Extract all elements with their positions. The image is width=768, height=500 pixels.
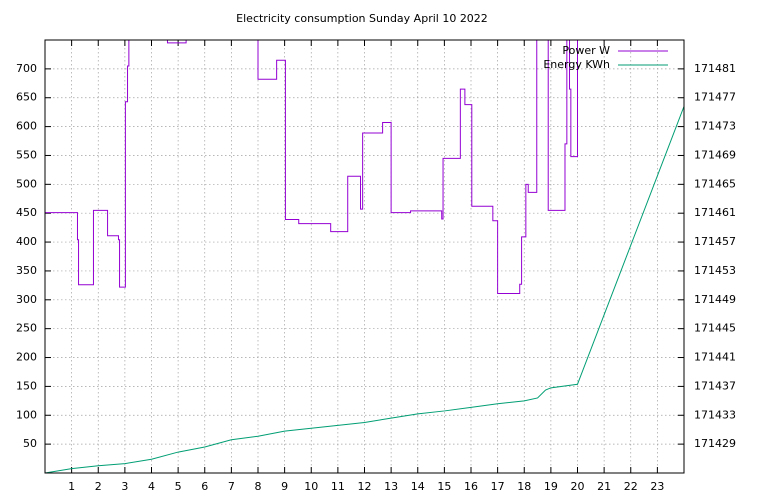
y2-tick-label: 171429 (694, 437, 736, 450)
x-tick-label: 2 (95, 480, 102, 493)
legend-label: Energy KWh (543, 58, 610, 71)
y-tick-label: 100 (16, 408, 37, 421)
y-tick-label: 700 (16, 62, 37, 75)
series-line (45, 106, 684, 473)
legend-label: Power W (562, 44, 610, 57)
x-tick-label: 4 (148, 480, 155, 493)
x-tick-label: 18 (517, 480, 531, 493)
y2-tick-label: 171441 (694, 351, 736, 364)
y2-tick-label: 171449 (694, 293, 736, 306)
y2-tick-label: 171433 (694, 408, 736, 421)
x-tick-label: 11 (331, 480, 345, 493)
x-tick-label: 5 (175, 480, 182, 493)
y2-tick-label: 171465 (694, 177, 736, 190)
x-tick-label: 15 (437, 480, 451, 493)
chart-title: Electricity consumption Sunday April 10 … (236, 12, 488, 25)
series-line (45, 40, 578, 294)
x-tick-label: 13 (384, 480, 398, 493)
y-tick-label: 450 (16, 206, 37, 219)
x-tick-label: 12 (358, 480, 372, 493)
y2-tick-label: 171473 (694, 120, 736, 133)
y-tick-label: 300 (16, 293, 37, 306)
plot-border (44, 39, 685, 474)
x-tick-label: 1 (68, 480, 75, 493)
x-tick-label: 21 (597, 480, 611, 493)
x-tick-label: 9 (281, 480, 288, 493)
x-tick-label: 10 (304, 480, 318, 493)
y-tick-label: 500 (16, 177, 37, 190)
y-tick-label: 200 (16, 351, 37, 364)
y-tick-label: 150 (16, 379, 37, 392)
y2-tick-label: 171445 (694, 322, 736, 335)
y-tick-label: 400 (16, 235, 37, 248)
y2-tick-label: 171461 (694, 206, 736, 219)
x-tick-label: 17 (491, 480, 505, 493)
x-tick-label: 3 (121, 480, 128, 493)
plot-area (45, 40, 684, 473)
x-tick-label: 8 (255, 480, 262, 493)
x-tick-label: 19 (544, 480, 558, 493)
y-tick-label: 650 (16, 91, 37, 104)
x-tick-label: 20 (571, 480, 585, 493)
x-tick-label: 23 (650, 480, 664, 493)
y-tick-label: 350 (16, 264, 37, 277)
y2-tick-label: 171469 (694, 148, 736, 161)
y2-tick-label: 171457 (694, 235, 736, 248)
y2-tick-label: 171453 (694, 264, 736, 277)
y2-tick-label: 171481 (694, 62, 736, 75)
x-tick-label: 22 (624, 480, 638, 493)
x-tick-label: 16 (464, 480, 478, 493)
x-tick-label: 6 (201, 480, 208, 493)
y-tick-label: 550 (16, 148, 37, 161)
y2-tick-label: 171477 (694, 91, 736, 104)
y-tick-label: 250 (16, 322, 37, 335)
x-tick-label: 14 (411, 480, 425, 493)
y-tick-label: 600 (16, 120, 37, 133)
x-tick-label: 7 (228, 480, 235, 493)
y-tick-label: 50 (23, 437, 37, 450)
y2-tick-label: 171437 (694, 379, 736, 392)
